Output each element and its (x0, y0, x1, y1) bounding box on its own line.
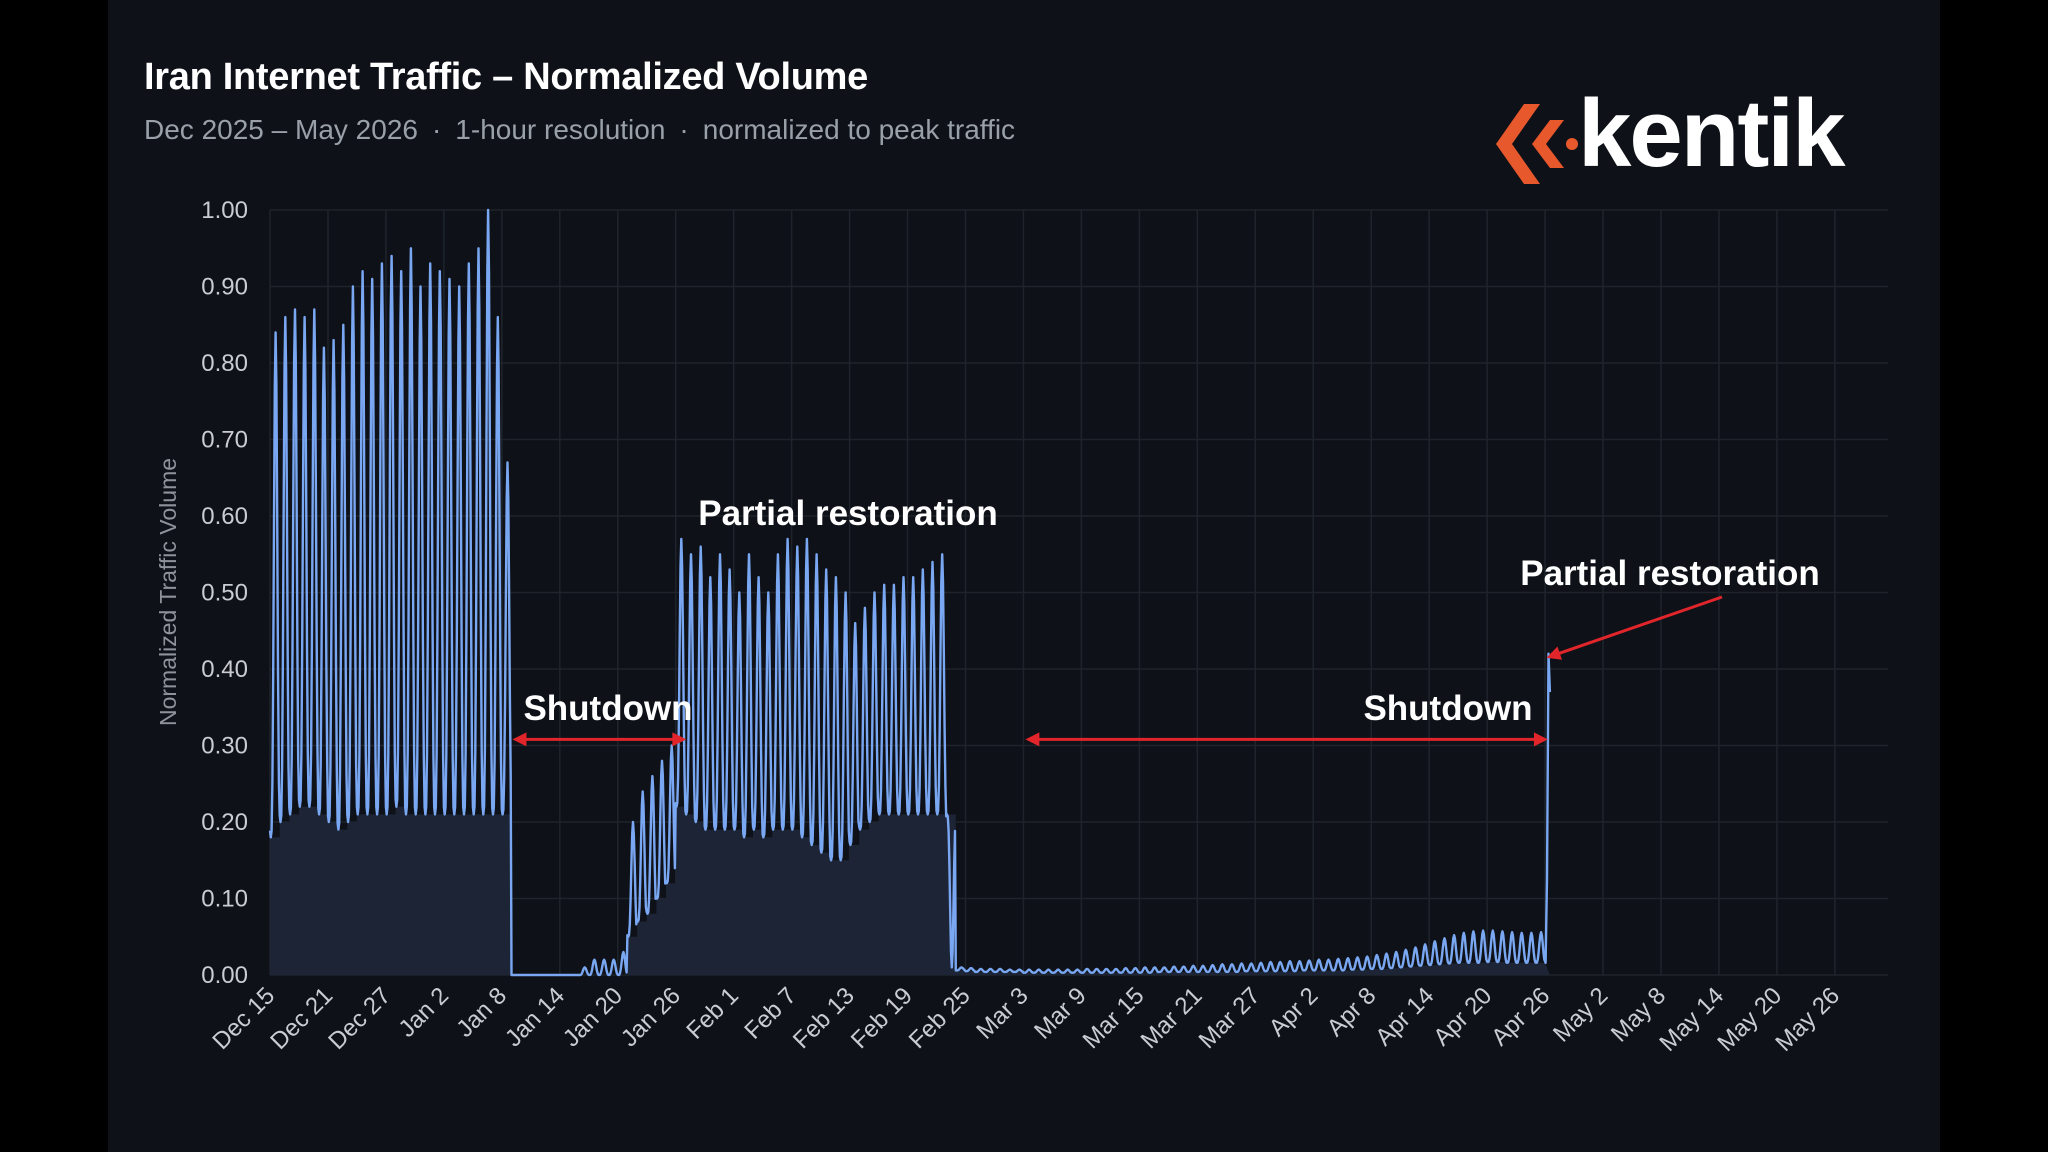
y-axis: 0.00 0.10 0.20 0.30 0.40 0.50 0.60 0.70 0.80 0.90… (201, 197, 248, 989)
annotation-arrows (512, 595, 1723, 747)
y-axis-title: Normalized Traffic Volume (155, 458, 181, 726)
y-tick-label: 0.70 (201, 427, 248, 454)
x-tick-label: Mar 15 (1078, 982, 1150, 1054)
subtitle-separator: · (431, 114, 442, 145)
subtitle-separator: · (679, 114, 689, 145)
subtitle-normalization: normalized to peak traffic (702, 114, 1016, 145)
x-tick-label: Dec 27 (323, 982, 396, 1055)
y-tick-label: 0.10 (201, 886, 248, 913)
x-tick-label: Feb 13 (788, 982, 860, 1054)
logo-dot (1566, 138, 1578, 150)
series-line (268, 208, 1552, 977)
x-tick-label: Dec 21 (265, 982, 338, 1055)
shutdown-arrow-2 (1025, 732, 1548, 747)
x-tick-label: Jan 20 (558, 982, 628, 1052)
area-fill (270, 806, 1550, 975)
x-tick-label: Mar 27 (1194, 982, 1266, 1054)
x-tick-label: Apr 26 (1486, 982, 1555, 1051)
annotation-shutdown-1: Shutdown (523, 689, 692, 728)
x-tick-label: Feb 1 (681, 982, 743, 1044)
annotation-partial-restoration-2: Partial restoration (1520, 554, 1820, 593)
x-tick-label: Apr 14 (1370, 982, 1439, 1051)
x-tick-label: May 14 (1654, 982, 1729, 1057)
subtitle-resolution: 1-hour resolution (455, 114, 666, 145)
y-tick-label: 0.20 (201, 809, 248, 836)
x-tick-label: May 2 (1548, 982, 1613, 1047)
x-tick-label: Jan 14 (500, 982, 570, 1052)
chart-subtitle: Dec 2025 – May 2026 · 1-hour resolution · no… (144, 114, 1015, 146)
y-tick-label: 0.60 (201, 503, 248, 530)
y-tick-label: 0.40 (201, 656, 248, 683)
x-tick-label: May 26 (1770, 982, 1845, 1057)
y-tick-label: 0.30 (201, 733, 248, 760)
restoration-arrow (1546, 595, 1723, 660)
subtitle-range: Dec 2025 – May 2026 (144, 114, 418, 145)
annotation-shutdown-2: Shutdown (1363, 689, 1532, 728)
logo-chevron-inner (1532, 120, 1564, 168)
brand-name: kentik (1578, 80, 1845, 187)
x-tick-label: Mar 21 (1136, 982, 1208, 1054)
y-tick-label: 1.00 (201, 197, 248, 224)
kentik-logo-icon (1496, 104, 1578, 184)
x-tick-label: Apr 2 (1264, 982, 1324, 1042)
x-tick-label: May 20 (1712, 982, 1787, 1057)
annotations: Shutdown Partial restoration Shutdown Pa… (512, 494, 1820, 747)
annotation-partial-restoration-1: Partial restoration (698, 494, 998, 533)
x-tick-label: Feb 25 (904, 982, 976, 1054)
x-tick-label: Jan 2 (394, 982, 455, 1043)
x-tick-label: Dec 15 (207, 982, 280, 1055)
shutdown-arrow-1 (512, 732, 687, 747)
x-tick-label: Feb 19 (846, 982, 918, 1054)
x-tick-label: Mar 3 (971, 982, 1033, 1044)
y-tick-label: 0.50 (201, 580, 248, 607)
logo-chevron-outer (1496, 104, 1540, 184)
chart-title: Iran Internet Traffic – Normalized Volum… (144, 56, 868, 98)
y-tick-label: 0.00 (201, 962, 248, 989)
y-tick-label: 0.90 (201, 274, 248, 301)
x-tick-label: Apr 20 (1428, 982, 1497, 1051)
y-tick-label: 0.80 (201, 350, 248, 377)
x-tick-label: Jan 26 (616, 982, 686, 1052)
